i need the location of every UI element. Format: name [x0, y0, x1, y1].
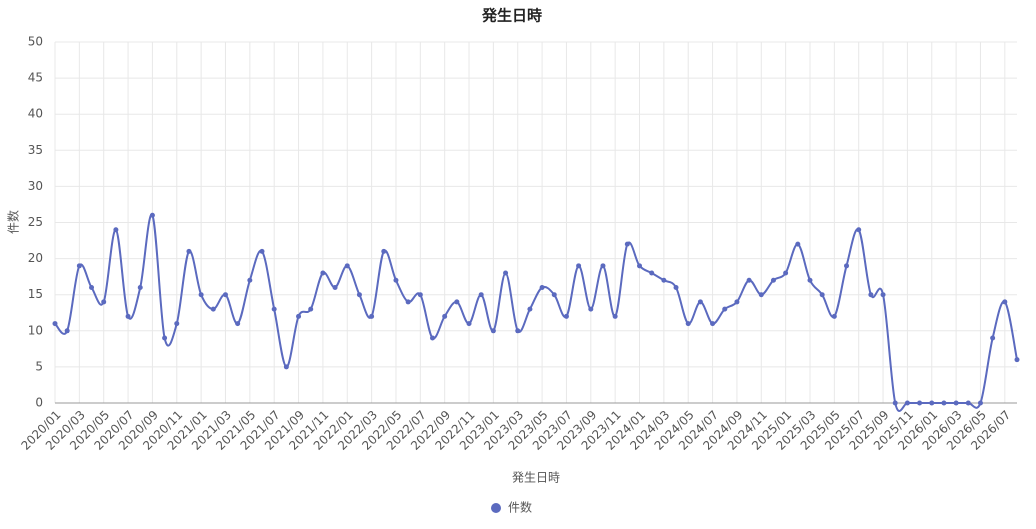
y-tick-label: 40 — [28, 107, 43, 121]
series-line — [54, 213, 1018, 412]
data-point — [222, 292, 228, 298]
data-point — [149, 212, 155, 218]
data-point — [807, 277, 813, 283]
legend-label: 件数 — [508, 500, 532, 515]
legend: 件数 — [491, 500, 532, 515]
data-point — [624, 241, 630, 247]
data-point — [381, 248, 387, 254]
data-point — [186, 248, 192, 254]
y-tick-label: 30 — [28, 179, 43, 193]
data-point — [466, 321, 472, 327]
data-point — [953, 400, 959, 406]
data-point — [101, 299, 107, 305]
data-point — [856, 227, 862, 233]
data-point — [977, 400, 983, 406]
data-point — [965, 400, 971, 406]
data-point — [758, 292, 764, 298]
data-point — [64, 328, 70, 334]
data-point — [990, 335, 996, 341]
data-point — [247, 277, 253, 283]
data-point — [259, 248, 265, 254]
data-point — [417, 292, 423, 298]
data-point — [137, 284, 143, 290]
data-point — [527, 306, 533, 312]
data-point — [308, 306, 314, 312]
data-point — [576, 263, 582, 269]
data-point — [405, 299, 411, 305]
data-point — [795, 241, 801, 247]
data-point — [515, 328, 521, 334]
data-point — [1002, 299, 1008, 305]
data-point — [685, 321, 691, 327]
data-point — [174, 321, 180, 327]
data-point — [868, 292, 874, 298]
data-point — [283, 364, 289, 370]
y-tick-label: 45 — [28, 71, 43, 85]
data-point — [52, 321, 58, 327]
data-point — [880, 292, 886, 298]
data-point — [113, 227, 119, 233]
data-point — [539, 284, 545, 290]
data-point — [1014, 357, 1020, 363]
data-point — [600, 263, 606, 269]
x-axis-label: 発生日時 — [512, 471, 560, 485]
data-point — [722, 306, 728, 312]
data-point — [429, 335, 435, 341]
data-point — [296, 313, 302, 319]
data-point — [929, 400, 935, 406]
data-point — [490, 328, 496, 334]
data-point — [904, 400, 910, 406]
data-point — [210, 306, 216, 312]
data-point — [831, 313, 837, 319]
data-point — [844, 263, 850, 269]
data-point — [271, 306, 277, 312]
data-point — [697, 299, 703, 305]
data-point — [478, 292, 484, 298]
y-tick-label: 50 — [28, 35, 43, 49]
y-axis-label: 件数 — [6, 210, 21, 234]
data-point — [162, 335, 168, 341]
data-point — [941, 400, 947, 406]
data-point — [563, 313, 569, 319]
data-point — [393, 277, 399, 283]
data-point — [917, 400, 923, 406]
data-point — [125, 313, 131, 319]
data-point — [235, 321, 241, 327]
data-point — [198, 292, 204, 298]
y-tick-label: 0 — [35, 396, 43, 410]
data-point — [710, 321, 716, 327]
y-tick-label: 35 — [28, 143, 43, 157]
legend-marker — [491, 503, 501, 513]
data-point — [661, 277, 667, 283]
data-point — [819, 292, 825, 298]
data-point — [344, 263, 350, 269]
data-point — [746, 277, 752, 283]
data-point — [734, 299, 740, 305]
data-point — [770, 277, 776, 283]
data-point — [320, 270, 326, 276]
y-tick-label: 5 — [35, 359, 43, 373]
y-tick-label: 15 — [28, 287, 43, 301]
data-point — [503, 270, 509, 276]
data-point — [76, 263, 82, 269]
data-point — [588, 306, 594, 312]
data-point — [673, 284, 679, 290]
data-point — [783, 270, 789, 276]
data-point — [89, 284, 95, 290]
data-point — [442, 313, 448, 319]
y-tick-label: 20 — [28, 251, 43, 265]
data-point — [637, 263, 643, 269]
data-point — [649, 270, 655, 276]
data-point — [332, 284, 338, 290]
data-point — [892, 400, 898, 406]
data-point — [612, 313, 618, 319]
data-point — [356, 292, 362, 298]
y-tick-label: 10 — [28, 323, 43, 337]
chart-title: 発生日時 — [481, 7, 542, 25]
data-point — [369, 313, 375, 319]
data-point — [454, 299, 460, 305]
y-tick-label: 25 — [28, 215, 43, 229]
data-point — [551, 292, 557, 298]
